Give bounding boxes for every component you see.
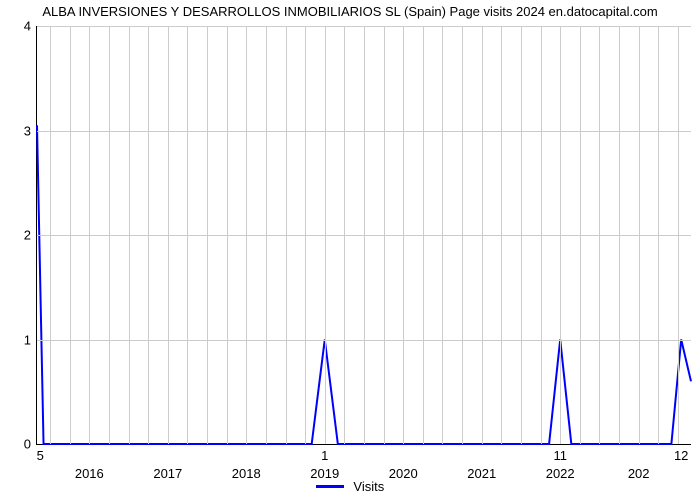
legend-swatch <box>316 485 344 488</box>
gridline-vertical <box>639 26 640 444</box>
y-tick-label: 2 <box>24 228 37 243</box>
legend: Visits <box>0 478 700 494</box>
gridline-vertical <box>286 26 287 444</box>
y-tick-label: 0 <box>24 437 37 452</box>
gridline-vertical <box>246 26 247 444</box>
gridline-vertical <box>599 26 600 444</box>
gridline-vertical <box>482 26 483 444</box>
gridline-vertical <box>619 26 620 444</box>
gridline-vertical <box>148 26 149 444</box>
gridline-vertical <box>560 26 561 444</box>
gridline-vertical <box>384 26 385 444</box>
gridline-vertical <box>501 26 502 444</box>
y-tick-label: 1 <box>24 332 37 347</box>
gridline-vertical <box>658 26 659 444</box>
gridline-vertical <box>521 26 522 444</box>
gridline-vertical <box>89 26 90 444</box>
gridline-vertical <box>403 26 404 444</box>
gridline-vertical <box>50 26 51 444</box>
chart-title: ALBA INVERSIONES Y DESARROLLOS INMOBILIA… <box>0 4 700 19</box>
gridline-vertical <box>227 26 228 444</box>
gridline-vertical <box>423 26 424 444</box>
gridline-vertical <box>168 26 169 444</box>
gridline-vertical <box>462 26 463 444</box>
gridline-vertical <box>129 26 130 444</box>
plot-area: 0123420162017201820192020202120222025111… <box>36 26 691 445</box>
y-tick-label: 3 <box>24 123 37 138</box>
x-value-label: 1 <box>321 444 328 463</box>
gridline-vertical <box>207 26 208 444</box>
gridline-vertical <box>541 26 542 444</box>
gridline-vertical <box>442 26 443 444</box>
x-value-label: 11 <box>553 444 567 463</box>
gridline-vertical <box>344 26 345 444</box>
gridline-vertical <box>678 26 679 444</box>
gridline-vertical <box>187 26 188 444</box>
gridline-vertical <box>364 26 365 444</box>
x-value-label: 12 <box>674 444 688 463</box>
gridline-vertical <box>580 26 581 444</box>
gridline-vertical <box>305 26 306 444</box>
x-value-label: 5 <box>37 444 44 463</box>
gridline-vertical <box>70 26 71 444</box>
gridline-vertical <box>266 26 267 444</box>
legend-label: Visits <box>353 479 384 494</box>
y-tick-label: 4 <box>24 19 37 34</box>
gridline-vertical <box>325 26 326 444</box>
gridline-vertical <box>109 26 110 444</box>
